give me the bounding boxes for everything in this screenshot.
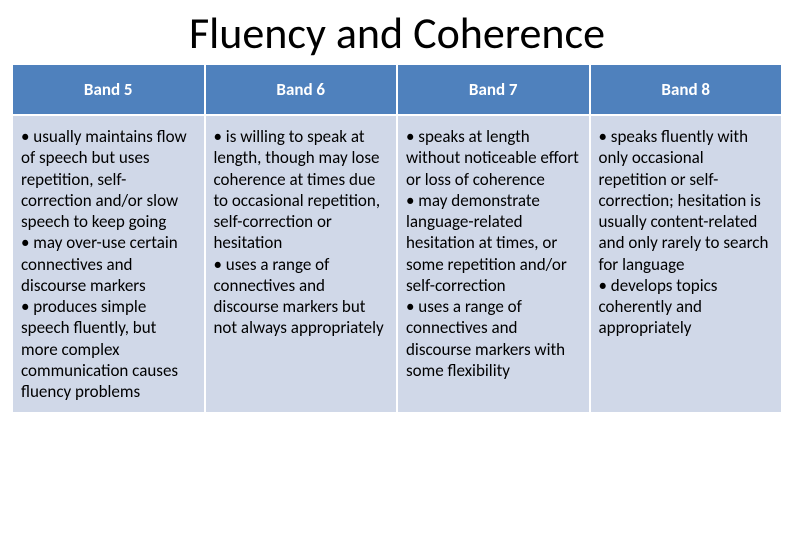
column-header: Band 7 — [398, 65, 589, 116]
table-column: Band 5 • usually maintains flow of speec… — [13, 65, 206, 412]
page-title: Fluency and Coherence — [0, 0, 794, 64]
column-header: Band 8 — [591, 65, 782, 116]
column-header: Band 6 — [206, 65, 397, 116]
column-body: • speaks at length without noticeable ef… — [398, 116, 589, 412]
column-body: • speaks fluently with only occasional r… — [591, 116, 782, 412]
table-column: Band 8 • speaks fluently with only occas… — [591, 65, 782, 412]
column-body: • is willing to speak at length, though … — [206, 116, 397, 412]
column-header: Band 5 — [13, 65, 204, 116]
table-column: Band 6 • is willing to speak at length, … — [206, 65, 399, 412]
band-table: Band 5 • usually maintains flow of speec… — [12, 64, 782, 413]
column-body: • usually maintains flow of speech but u… — [13, 116, 204, 412]
table-column: Band 7 • speaks at length without notice… — [398, 65, 591, 412]
